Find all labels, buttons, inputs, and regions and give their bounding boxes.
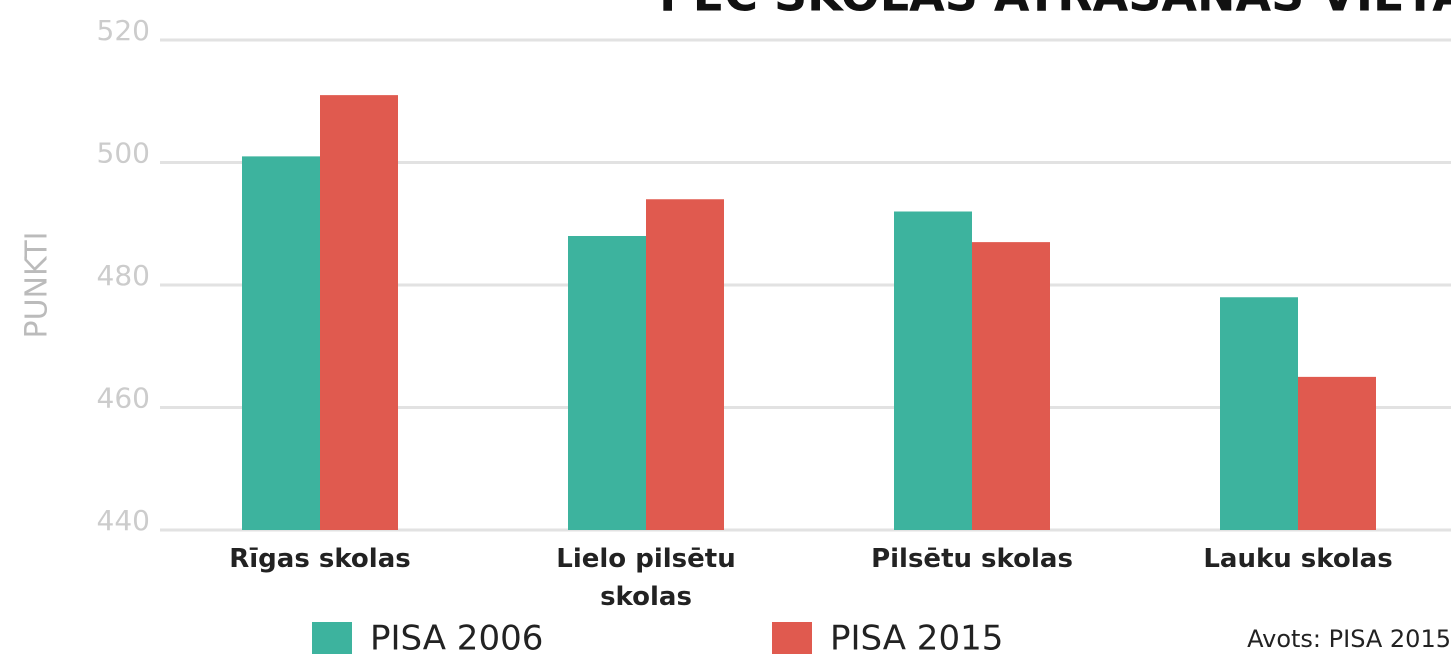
x-tick-label: Pilsētu skolas: [871, 544, 1073, 574]
legend-label: PISA 2006: [370, 619, 543, 654]
bar: [1298, 376, 1376, 530]
bar: [242, 156, 320, 530]
legend-swatch: [312, 622, 352, 654]
source: Avots: PISA 2015: [1247, 625, 1451, 653]
y-axis-label: PUNKTI: [20, 231, 55, 338]
chart-title: PĒC SKOLAS ATRAŠANĀS VIETAS: [659, 0, 1451, 22]
bar: [972, 242, 1050, 530]
y-tick-label: 480: [97, 259, 150, 292]
bar: [646, 199, 724, 530]
legend-swatch: [772, 622, 812, 654]
bar: [894, 211, 972, 530]
x-tick-label: Lielo pilsētu skolas: [556, 544, 736, 612]
x-tick-label: Rīgas skolas: [229, 544, 411, 574]
bar: [1220, 297, 1298, 530]
y-tick-label: 520: [97, 14, 150, 47]
bar: [568, 236, 646, 530]
y-tick-label: 440: [97, 504, 150, 537]
bar: [320, 95, 398, 530]
x-tick-label: Lauku skolas: [1203, 544, 1393, 574]
y-tick-label: 460: [97, 382, 150, 415]
y-tick-label: 500: [97, 137, 150, 170]
legend-label: PISA 2015: [830, 619, 1003, 654]
